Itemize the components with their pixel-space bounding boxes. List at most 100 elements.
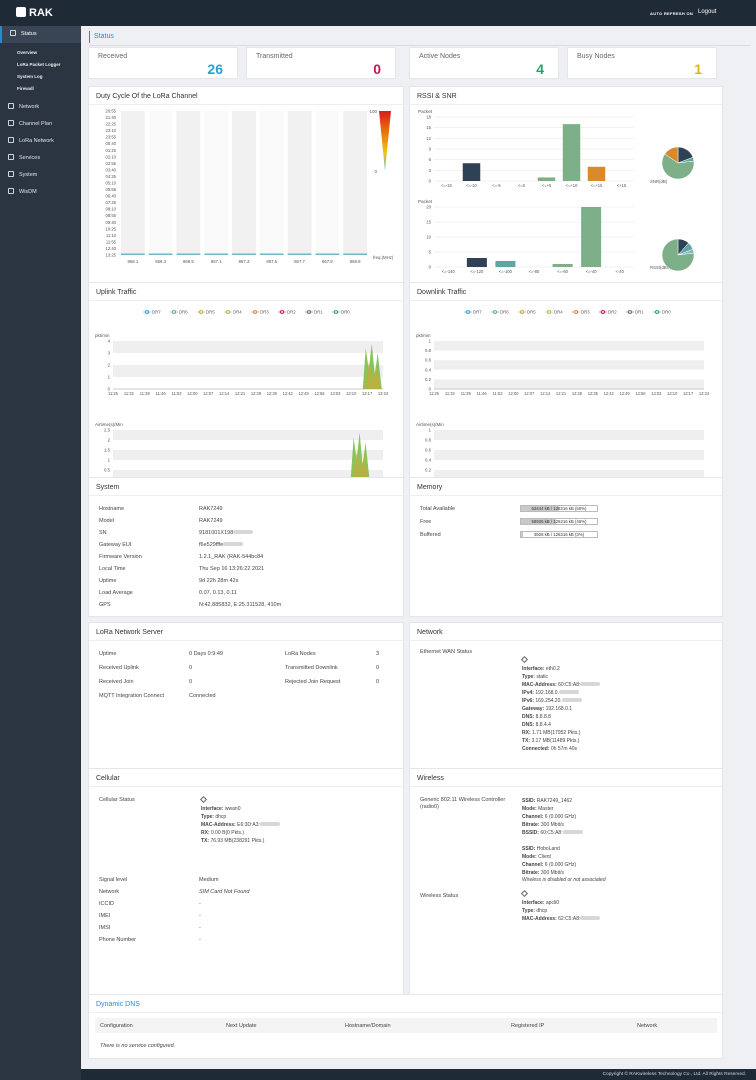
sidebar-item-services[interactable]: Services	[0, 150, 81, 167]
sidebar-item-system[interactable]: System	[0, 167, 81, 184]
detail-key: Channel:	[522, 862, 544, 868]
auto-refresh-toggle[interactable]: AUTO REFRESH ON	[650, 11, 694, 16]
lns-label: LoRa Nodes	[285, 651, 316, 657]
rssi-x-unit: SNR(dB)	[650, 179, 668, 184]
rssi-y-tick: 15	[426, 220, 431, 225]
detail-line: Connected: 0h 57m 40s	[522, 745, 600, 753]
sidebar-sub-packet-logger[interactable]: LoRa Packet Logger	[17, 62, 61, 67]
sidebar-item-wisdm[interactable]: WisDM	[0, 184, 81, 201]
rssi-x-tick: <=-5	[492, 183, 501, 188]
sidebar-sub-overview[interactable]: Overview	[17, 50, 38, 55]
cellular-label: ICCID	[99, 901, 114, 907]
legend-label: DR6	[179, 310, 188, 315]
traffic-x-tick: 11:39	[140, 391, 151, 396]
rssi-x-unit: RSSI(dBm)	[650, 265, 672, 270]
cellular-label: Phone Number	[99, 937, 136, 943]
stat-label: Busy Nodes	[577, 53, 615, 60]
detail-line: RX: 1.71 MB(17952 Pkts.)	[522, 729, 600, 737]
status-icon	[10, 30, 16, 36]
detail-line: MAC-Address: 62:C5:A8:	[522, 915, 601, 923]
wireless-master-details: SSID: RAK7249_1462 Mode: Master Channel: 6…	[522, 797, 583, 837]
system-value: 9d 22h 28m 42s	[199, 578, 239, 584]
lns-value: 0 Days 0:9:49	[189, 651, 223, 657]
memory-value: 4508 kB / 126316 kB (3%)	[533, 532, 585, 537]
rssi-x-tick: <=-120	[470, 269, 484, 274]
logo-text: RAK	[29, 7, 53, 19]
traffic-y-tick: 4	[108, 339, 111, 344]
traffic-band	[434, 450, 704, 460]
traffic-band	[434, 350, 704, 361]
detail-line: Channel: 6 (0.000 GHz)	[522, 813, 583, 821]
sidebar-item-label: Network	[19, 104, 40, 110]
lora-network-icon	[8, 137, 14, 143]
wireless-status-label: Wireless Status	[420, 893, 459, 899]
card-title: Downlink Traffic	[417, 289, 467, 296]
traffic-band	[434, 379, 704, 389]
downlink-traffic-chart: DR7 DR6 DR5 DR4 DR3 DR2 DR1 DR0pkt/min10.80.60.…	[416, 310, 710, 488]
sidebar: Status Overview LoRa Packet Logger Syste…	[0, 26, 81, 1080]
traffic-x-tick: 12:07	[524, 391, 535, 396]
traffic-x-tick: 12:00	[187, 391, 198, 396]
sidebar-sub-system-log[interactable]: System Log	[17, 74, 43, 79]
memory-label: Free	[420, 519, 432, 525]
traffic-y-label: pkt/min	[416, 333, 431, 338]
detail-line: Interface: apcli0	[522, 899, 600, 907]
traffic-band	[113, 450, 383, 460]
traffic-band	[113, 430, 383, 440]
traffic-x-tick: 12:35	[588, 391, 599, 396]
traffic-x-tick: 12:00	[508, 391, 519, 396]
traffic-x-tick: 11:25	[108, 391, 119, 396]
lns-label: Received Uplink	[99, 665, 139, 671]
detail-value: HoboLand	[535, 846, 560, 852]
detail-key: RX:	[201, 830, 210, 836]
sidebar-item-label: LoRa Network	[19, 138, 54, 144]
traffic-x-tick: 12:49	[298, 391, 309, 396]
rssi-x-tick: <=0	[518, 183, 526, 188]
rak-logo[interactable]: RAK	[16, 7, 53, 19]
sidebar-item-channel-plan[interactable]: Channel Plan	[0, 116, 81, 133]
sidebar-sub-firewall[interactable]: Firewall	[17, 86, 34, 91]
lns-value: 0	[376, 679, 380, 685]
detail-line: Mode: Master	[522, 805, 583, 813]
sidebar-item-network[interactable]: Network	[0, 99, 81, 116]
system-value-sn: 9181001X198	[199, 530, 254, 536]
lns-value: 0	[189, 679, 193, 685]
cellular-label: IMEI	[99, 913, 111, 919]
memory-bar: 63444 kB / 126316 kB (50%)	[520, 505, 598, 512]
system-label: Local Time	[99, 566, 126, 572]
cellular-value: -	[199, 925, 201, 931]
duty-y-tick: 23:10	[106, 128, 117, 133]
memory-bar: 4508 kB / 126316 kB (3%)	[520, 531, 598, 538]
detail-value: dhcp	[213, 814, 227, 820]
rssi-bar	[495, 261, 516, 267]
detail-key: IPv6:	[522, 698, 534, 704]
card-divider	[89, 300, 403, 301]
detail-key: MAC-Address:	[522, 916, 557, 922]
traffic-x-tick: 12:14	[219, 391, 230, 396]
traffic-band	[113, 440, 383, 450]
redacted-mask	[223, 542, 244, 546]
detail-value: 76.93 MB(238291 Pkts.)	[209, 838, 265, 844]
detail-value: 0.00 B(0 Pkts.)	[209, 830, 245, 836]
system-value: RAK7249	[199, 518, 223, 524]
rssi-x-tick: <=-15	[441, 183, 452, 188]
sidebar-item-lora-network[interactable]: LoRa Network	[0, 133, 81, 150]
detail-line: TX: 76.93 MB(238291 Pkts.)	[201, 837, 280, 845]
lns-label: Received Join	[99, 679, 134, 685]
traffic-y-tick: 2	[108, 363, 111, 368]
duty-cell	[176, 253, 201, 255]
logout-link[interactable]: Logout	[698, 9, 717, 15]
detail-line: SSID: RAK7249_1462	[522, 797, 583, 805]
system-icon	[8, 171, 14, 177]
detail-value: static	[534, 674, 549, 680]
sidebar-item-label: Status	[21, 31, 37, 37]
ddns-col-configuration: Configuration	[100, 1023, 133, 1029]
sidebar-item-status[interactable]: Status	[0, 26, 81, 43]
legend-label: DR6	[500, 310, 509, 315]
detail-value: 6 (0.000 GHz)	[543, 814, 577, 820]
card-divider	[89, 640, 403, 641]
rssi-bar	[466, 258, 487, 267]
duty-column	[176, 111, 201, 255]
